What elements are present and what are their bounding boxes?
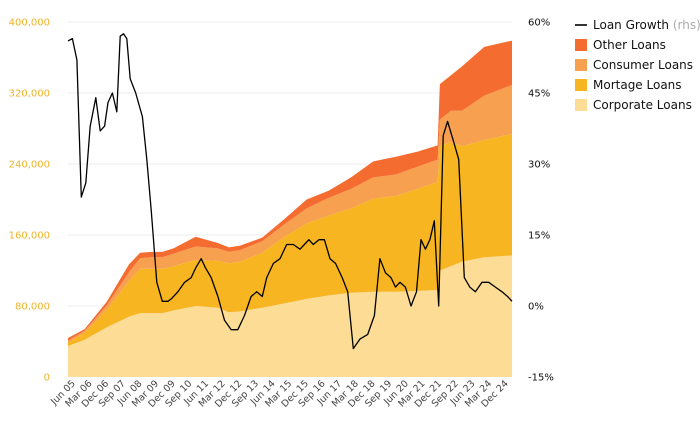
right-tick-label: 0%	[528, 302, 544, 313]
legend: Loan Growth (rhs) Other Loans Consumer Loa…	[575, 18, 700, 112]
legend-item-other-loans: Other Loans	[575, 38, 666, 52]
legend-label: Loan Growth (rhs)	[593, 18, 700, 32]
area-mortage-loans	[68, 133, 512, 346]
legend-item-consumer-loans: Consumer Loans	[575, 58, 693, 72]
legend-label: Consumer Loans	[593, 58, 693, 72]
right-tick-label: 45%	[528, 89, 550, 100]
left-tick-label: 80,000	[15, 302, 50, 313]
legend-label: Other Loans	[593, 38, 666, 52]
legend-item-loan-growth: Loan Growth (rhs)	[575, 18, 700, 32]
legend-swatch	[575, 99, 587, 111]
right-tick-label: -15%	[528, 373, 554, 384]
stacked-areas	[68, 40, 512, 377]
left-tick-label: 0	[44, 373, 50, 384]
area-other-loans	[68, 40, 512, 341]
legend-swatch	[575, 79, 587, 91]
legend-swatch	[575, 59, 587, 71]
area-consumer-loans	[68, 85, 512, 343]
loan-growth-line-layer	[67, 33, 513, 350]
left-tick-label: 160,000	[9, 231, 50, 242]
left-axis-ticks: 0 80,000 160,000 240,000 320,000 400,000	[9, 18, 50, 384]
legend-label: Corporate Loans	[593, 98, 692, 112]
area-corporate-loans	[68, 255, 512, 377]
left-tick-label: 320,000	[9, 89, 50, 100]
right-axis-ticks: -15% 0% 15% 30% 45% 60%	[528, 18, 554, 384]
legend-item-mortage-loans: Mortage Loans	[575, 78, 682, 92]
legend-label: Mortage Loans	[593, 78, 682, 92]
left-tick-label: 400,000	[9, 18, 50, 29]
right-tick-label: 15%	[528, 231, 550, 242]
right-tick-label: 30%	[528, 160, 550, 171]
right-tick-label: 60%	[528, 18, 550, 29]
left-tick-label: 240,000	[9, 160, 50, 171]
loan-growth-line	[67, 33, 513, 350]
legend-swatch	[575, 39, 587, 51]
legend-label-suffix: (rhs)	[673, 18, 700, 32]
legend-item-corporate-loans: Corporate Loans	[575, 98, 692, 112]
